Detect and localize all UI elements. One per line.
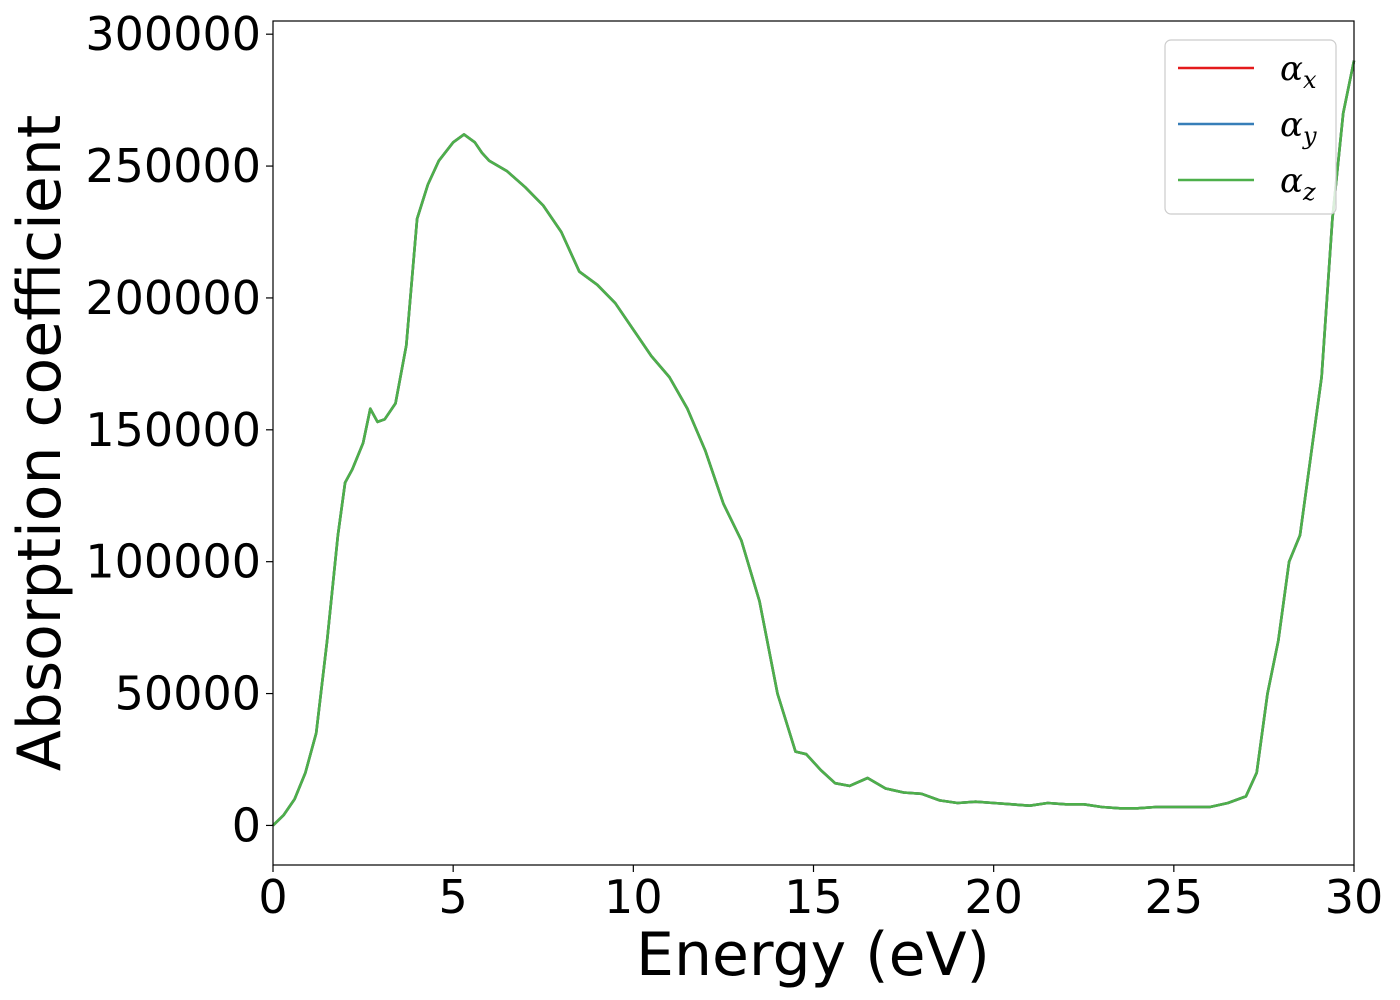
y-axis-title: Absorption coefficient xyxy=(5,115,75,772)
x-axis-ticks: 0 5 10 15 20 25 30 xyxy=(258,865,1383,924)
x-tick-label: 0 xyxy=(258,870,287,924)
y-tick-label: 150000 xyxy=(85,403,261,457)
x-tick-label: 5 xyxy=(439,870,468,924)
legend-label-alpha-x: αx xyxy=(1280,49,1317,94)
series-layer xyxy=(272,60,1356,827)
legend-label-alpha-z: αz xyxy=(1280,161,1316,206)
x-tick-label: 25 xyxy=(1145,870,1204,924)
series-line-alpha-z xyxy=(272,60,1356,827)
x-tick-label: 30 xyxy=(1325,870,1384,924)
x-axis-title: Energy (eV) xyxy=(636,920,990,990)
y-tick-label: 300000 xyxy=(85,7,261,61)
y-tick-label: 100000 xyxy=(85,535,261,589)
legend-box xyxy=(1164,39,1337,215)
x-tick-label: 20 xyxy=(964,870,1023,924)
legend: αx αy αz xyxy=(1164,39,1337,215)
x-tick-label: 10 xyxy=(604,870,663,924)
y-tick-label: 50000 xyxy=(115,667,261,721)
y-tick-label: 200000 xyxy=(85,271,261,325)
y-tick-label: 250000 xyxy=(85,139,261,193)
x-tick-label: 15 xyxy=(784,870,843,924)
y-axis-ticks: 0 50000 100000 150000 200000 250000 300000 xyxy=(85,7,273,852)
legend-label-alpha-y: αy xyxy=(1280,105,1317,150)
y-tick-label: 0 xyxy=(232,798,261,852)
